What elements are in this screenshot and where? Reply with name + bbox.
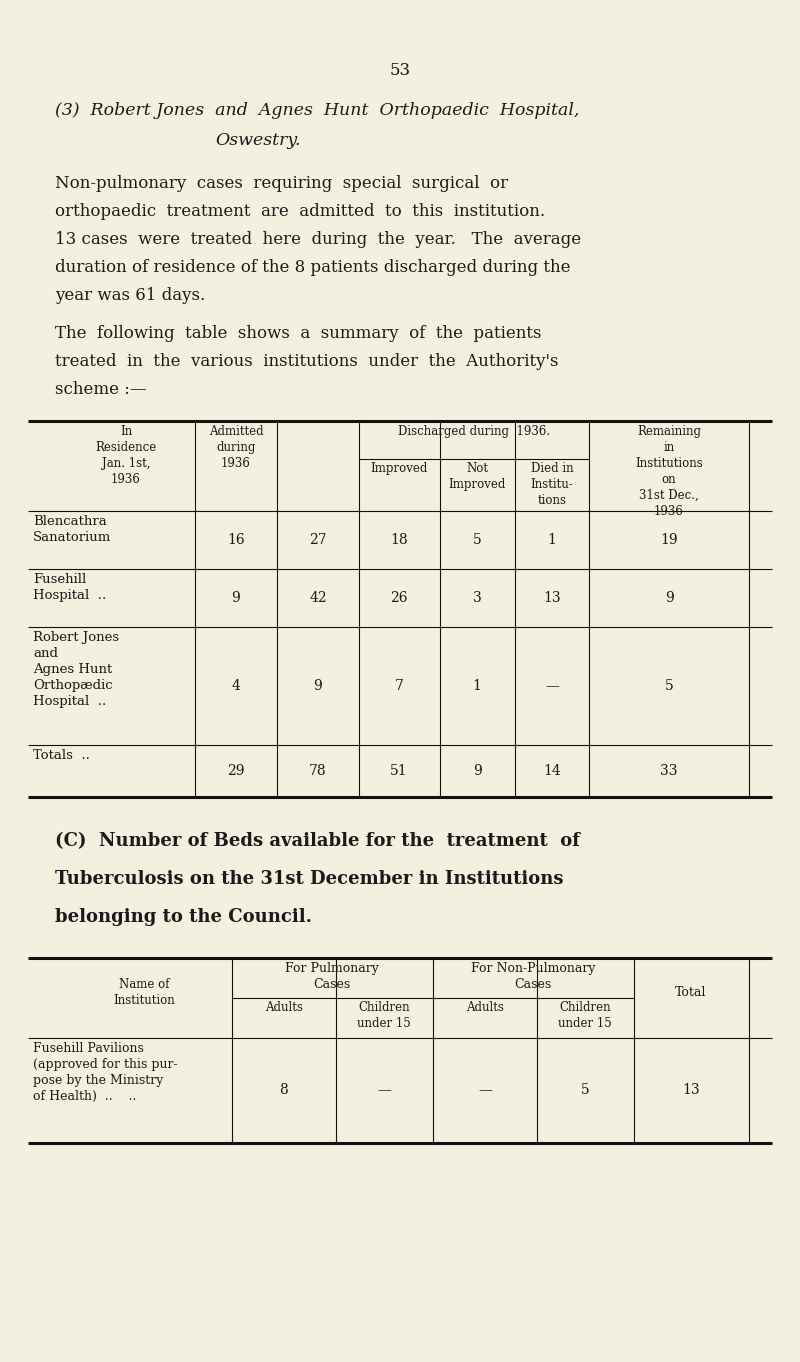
Text: 7: 7 [394,680,403,693]
Text: Fusehill
Hospital  ..: Fusehill Hospital .. [33,573,106,602]
Text: Adults: Adults [466,1001,504,1013]
Text: Oswestry.: Oswestry. [215,132,301,148]
Text: 14: 14 [543,764,561,778]
Text: Remaining
in
Institutions
on
31st Dec.,
1936: Remaining in Institutions on 31st Dec., … [635,425,703,518]
Text: Totals  ..: Totals .. [33,749,90,761]
Text: 13: 13 [682,1083,700,1096]
Text: (C)  Number of Beds available for the  treatment  of: (C) Number of Beds available for the tre… [55,832,580,850]
Text: belonging to the Council.: belonging to the Council. [55,908,312,926]
Text: 1: 1 [473,680,482,693]
Text: Tuberculosis on the 31st December in Institutions: Tuberculosis on the 31st December in Ins… [55,870,563,888]
Text: 13 cases  were  treated  here  during  the  year.   The  average: 13 cases were treated here during the ye… [55,232,581,248]
Text: 5: 5 [665,680,674,693]
Text: Adults: Adults [265,1001,303,1013]
Text: scheme :—: scheme :— [55,381,146,398]
Text: 53: 53 [390,63,410,79]
Text: Fusehill Pavilions
(approved for this pur-
pose by the Ministry
of Health)  ..  : Fusehill Pavilions (approved for this pu… [33,1042,178,1103]
Text: 26: 26 [390,591,408,605]
Text: treated  in  the  various  institutions  under  the  Authority's: treated in the various institutions unde… [55,353,558,370]
Text: Discharged during  1936.: Discharged during 1936. [398,425,550,439]
Text: Total: Total [675,986,706,998]
Text: 13: 13 [543,591,561,605]
Text: Name of
Institution: Name of Institution [113,978,175,1007]
Text: Died in
Institu-
tions: Died in Institu- tions [530,462,574,507]
Text: 29: 29 [227,764,245,778]
Text: 3: 3 [473,591,482,605]
Text: 42: 42 [309,591,327,605]
Text: Admitted
during
1936: Admitted during 1936 [209,425,263,470]
Text: Children
under 15: Children under 15 [357,1001,411,1030]
Text: Robert Jones
and
Agnes Hunt
Orthopædic
Hospital  ..: Robert Jones and Agnes Hunt Orthopædic H… [33,631,119,708]
Text: (3)  Robert Jones  and  Agnes  Hunt  Orthopaedic  Hospital,: (3) Robert Jones and Agnes Hunt Orthopae… [55,102,579,118]
Text: 5: 5 [473,533,482,548]
Text: 9: 9 [473,764,482,778]
Text: 4: 4 [231,680,241,693]
Text: 33: 33 [660,764,678,778]
Text: Not
Improved: Not Improved [448,462,506,490]
Text: For Non-Pulmonary
Cases: For Non-Pulmonary Cases [470,962,595,992]
Text: 16: 16 [227,533,245,548]
Text: 18: 18 [390,533,408,548]
Text: year was 61 days.: year was 61 days. [55,287,206,304]
Text: 51: 51 [390,764,408,778]
Text: The  following  table  shows  a  summary  of  the  patients: The following table shows a summary of t… [55,326,542,342]
Text: 1: 1 [547,533,557,548]
Text: Children
under 15: Children under 15 [558,1001,612,1030]
Text: 78: 78 [309,764,327,778]
Text: For Pulmonary
Cases: For Pulmonary Cases [285,962,379,992]
Text: 9: 9 [314,680,322,693]
Text: Blencathra
Sanatorium: Blencathra Sanatorium [33,515,111,543]
Text: —: — [377,1083,391,1096]
Text: Improved: Improved [370,462,428,475]
Text: In
Residence
Jan. 1st,
1936: In Residence Jan. 1st, 1936 [95,425,157,486]
Text: 27: 27 [309,533,327,548]
Text: —: — [545,680,559,693]
Text: 9: 9 [232,591,240,605]
Text: —: — [478,1083,492,1096]
Text: 5: 5 [581,1083,590,1096]
Text: 9: 9 [665,591,674,605]
Text: duration of residence of the 8 patients discharged during the: duration of residence of the 8 patients … [55,259,570,276]
Text: 19: 19 [660,533,678,548]
Text: Non-pulmonary  cases  requiring  special  surgical  or: Non-pulmonary cases requiring special su… [55,174,508,192]
Text: 8: 8 [280,1083,288,1096]
Text: orthopaedic  treatment  are  admitted  to  this  institution.: orthopaedic treatment are admitted to th… [55,203,545,221]
